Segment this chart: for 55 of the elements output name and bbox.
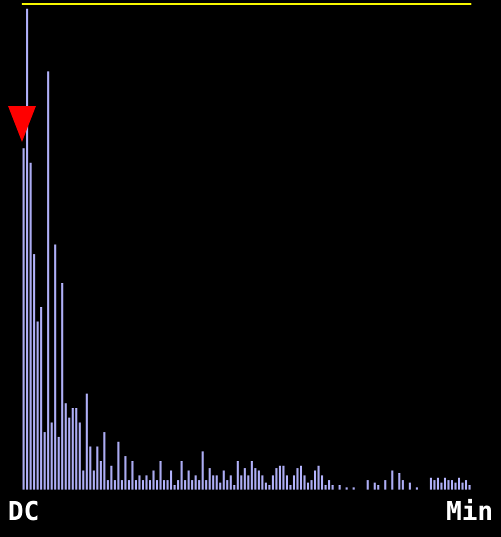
- bar: [258, 470, 260, 490]
- bar: [250, 460, 253, 490]
- bar: [86, 394, 88, 490]
- bar: [188, 470, 190, 490]
- bar: [318, 466, 320, 490]
- bar: [447, 480, 450, 490]
- bar: [26, 8, 28, 490]
- bar: [202, 451, 204, 490]
- bar: [159, 460, 162, 490]
- bar: [103, 432, 106, 490]
- bar: [377, 484, 380, 490]
- bar: [433, 480, 436, 490]
- bar: [124, 456, 126, 490]
- bar: [96, 446, 98, 490]
- bar: [300, 466, 302, 490]
- bar: [366, 480, 369, 490]
- bar: [408, 482, 411, 490]
- bar: [152, 470, 155, 490]
- bar: [398, 472, 400, 490]
- bar: [222, 470, 225, 490]
- bar: [282, 466, 284, 490]
- bar: [230, 475, 232, 490]
- bar: [72, 408, 74, 490]
- bar: [170, 470, 172, 490]
- bar: [450, 480, 454, 490]
- bar: [54, 244, 56, 490]
- bar: [110, 466, 112, 490]
- bar: [75, 408, 78, 490]
- bar: [458, 478, 460, 490]
- bar: [208, 468, 211, 490]
- bar: [47, 71, 50, 490]
- bar: [328, 480, 330, 490]
- bar: [145, 475, 148, 490]
- bar: [180, 460, 183, 490]
- bar: [216, 475, 218, 490]
- bar: [138, 475, 141, 490]
- bar: [61, 282, 64, 490]
- bar: [278, 466, 281, 490]
- bar: [374, 482, 376, 490]
- bar: [296, 468, 299, 490]
- bar: [40, 307, 42, 490]
- bar: [464, 480, 468, 490]
- bar: [430, 478, 432, 490]
- x-tick-label: Min: [446, 497, 494, 528]
- bar: [117, 442, 120, 490]
- bar: [244, 468, 246, 490]
- bar: [444, 478, 446, 490]
- bar: [131, 460, 134, 490]
- bar: [236, 460, 239, 490]
- x-tick-label: DC: [8, 497, 40, 528]
- bar: [194, 475, 197, 490]
- bar: [384, 480, 386, 490]
- bar: [391, 470, 394, 490]
- bar: [275, 468, 278, 490]
- bar: [436, 478, 439, 490]
